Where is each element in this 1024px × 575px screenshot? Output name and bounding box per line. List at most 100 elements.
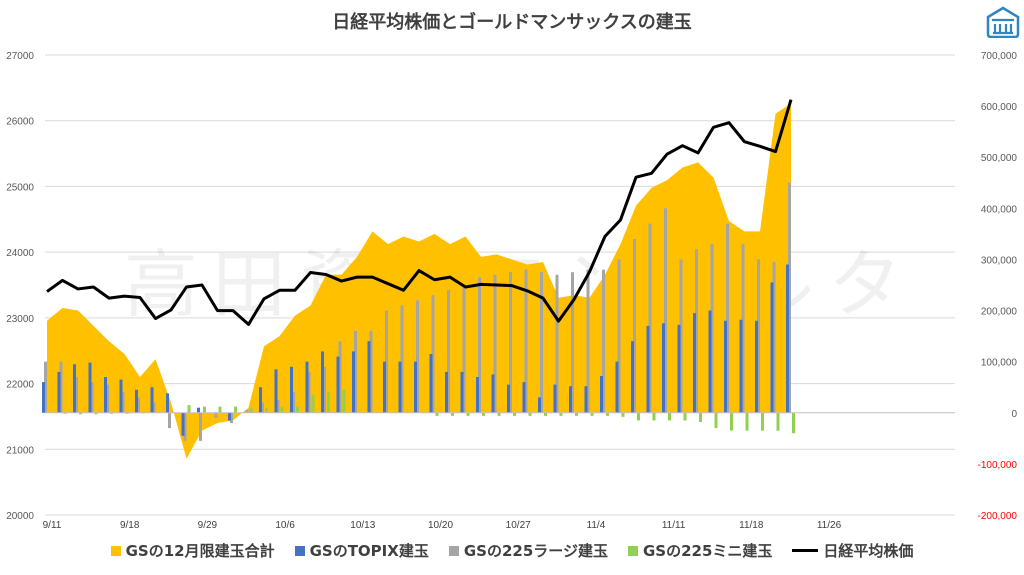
bar-225-large xyxy=(478,277,481,413)
bar-225-mini xyxy=(435,412,439,416)
bar-225-mini xyxy=(621,412,625,417)
bar-225-mini xyxy=(311,394,315,413)
bar-225-large xyxy=(648,223,652,413)
bar-225-large xyxy=(183,412,187,441)
bar-225-large xyxy=(571,272,574,413)
bar-225-large xyxy=(617,259,621,413)
bar-topix xyxy=(569,386,572,413)
x-axis-tick-label: 10/13 xyxy=(350,520,375,531)
bar-225-large xyxy=(385,310,388,413)
right-axis-tick-label: 100,000 xyxy=(981,358,1018,369)
bar-topix xyxy=(538,397,541,413)
left-axis-tick-label: 23000 xyxy=(6,314,34,325)
bar-225-large xyxy=(431,295,435,413)
bar-topix xyxy=(646,325,650,413)
bar-225-large xyxy=(416,300,419,413)
bar-225-mini xyxy=(63,412,67,414)
bar-225-large xyxy=(369,331,373,413)
bar-225-large xyxy=(788,182,791,413)
bar-topix xyxy=(631,341,634,413)
bar-225-mini xyxy=(513,412,516,416)
bar-225-large xyxy=(354,331,357,413)
bar-topix xyxy=(724,320,727,413)
bar-225-large xyxy=(245,410,249,413)
bar-225-mini xyxy=(94,412,98,415)
bar-topix xyxy=(367,341,371,413)
bar-topix xyxy=(460,371,464,413)
bar-topix xyxy=(786,264,789,413)
bar-225-large xyxy=(741,244,745,413)
bar-225-mini xyxy=(280,406,284,413)
bar-topix xyxy=(476,377,479,413)
legend-swatch xyxy=(448,545,459,556)
bar-topix xyxy=(507,384,510,413)
left-axis-tick-label: 20000 xyxy=(6,511,34,522)
bar-topix xyxy=(491,374,495,413)
bar-topix xyxy=(135,389,138,413)
legend-label: GSの225ラージ建玉 xyxy=(463,542,608,560)
bar-225-large xyxy=(509,272,512,413)
x-axis-tick-label: 10/6 xyxy=(275,520,295,531)
bar-225-large xyxy=(307,371,311,413)
left-axis-tick-label: 22000 xyxy=(6,380,34,391)
bar-topix xyxy=(755,320,758,413)
bar-225-large xyxy=(137,397,140,413)
bar-225-large xyxy=(168,412,171,429)
bar-225-large xyxy=(772,262,776,413)
bar-225-mini xyxy=(637,412,640,421)
legend-label: GSの225ミニ建玉 xyxy=(642,542,773,560)
bar-topix xyxy=(445,371,448,413)
right-axis-tick-label: 0 xyxy=(1011,409,1017,420)
bar-225-large xyxy=(633,239,636,413)
x-axis-tick-label: 11/11 xyxy=(662,520,686,531)
bar-topix xyxy=(398,361,402,413)
bar-225-mini xyxy=(745,412,749,431)
x-axis-tick-label: 10/20 xyxy=(428,520,453,531)
bar-225-mini xyxy=(683,412,687,421)
bar-225-mini xyxy=(714,412,718,429)
bar-225-mini xyxy=(730,412,733,431)
x-axis-tick-label: 9/11 xyxy=(43,520,62,531)
bar-225-mini xyxy=(125,412,129,414)
bar-topix xyxy=(57,371,61,413)
right-axis-tick-label: -100,000 xyxy=(978,460,1018,471)
bar-225-large xyxy=(679,259,683,413)
bar-225-mini xyxy=(699,412,702,422)
bar-topix xyxy=(181,412,185,436)
bar-225-mini xyxy=(79,412,82,415)
bar-topix xyxy=(259,387,262,413)
bar-225-large xyxy=(524,269,528,413)
bar-topix xyxy=(677,324,681,413)
bar-topix xyxy=(414,361,417,413)
bar-topix xyxy=(662,323,665,413)
bar-topix xyxy=(197,407,200,413)
legend-swatch xyxy=(110,545,121,556)
bar-225-large xyxy=(695,249,698,413)
bar-225-mini xyxy=(482,412,485,416)
legend-label: 日経平均株価 xyxy=(823,542,914,560)
legend-label: GSの12月限建玉合計 xyxy=(125,542,275,560)
chart-legend: GSの12月限建玉合計 GSのTOPIX建玉 GSの225ラージ建玉 GSの225ミニ… xyxy=(0,540,1024,561)
bar-225-large xyxy=(75,377,78,413)
bar-225-large xyxy=(462,285,466,413)
bar-225-mini xyxy=(668,412,671,421)
bar-225-large xyxy=(90,382,94,413)
bar-225-large xyxy=(400,305,404,413)
bar-topix xyxy=(522,382,526,413)
bar-225-large xyxy=(726,223,729,413)
chart-title: 日経平均株価とゴールドマンサックスの建玉 xyxy=(332,12,692,33)
bar-topix xyxy=(429,354,433,413)
bar-225-large xyxy=(276,400,280,413)
right-axis-tick-label: -200,000 xyxy=(978,511,1018,522)
bar-topix xyxy=(336,356,340,413)
series-line-nikkei xyxy=(46,99,793,326)
bar-topix xyxy=(321,351,324,413)
bar-topix xyxy=(73,364,76,413)
bar-topix xyxy=(104,377,107,413)
legend-swatch xyxy=(294,545,305,556)
bar-225-large xyxy=(261,402,264,413)
bar-topix xyxy=(119,379,123,413)
bar-225-mini xyxy=(652,412,656,421)
bar-225-mini xyxy=(203,406,206,413)
